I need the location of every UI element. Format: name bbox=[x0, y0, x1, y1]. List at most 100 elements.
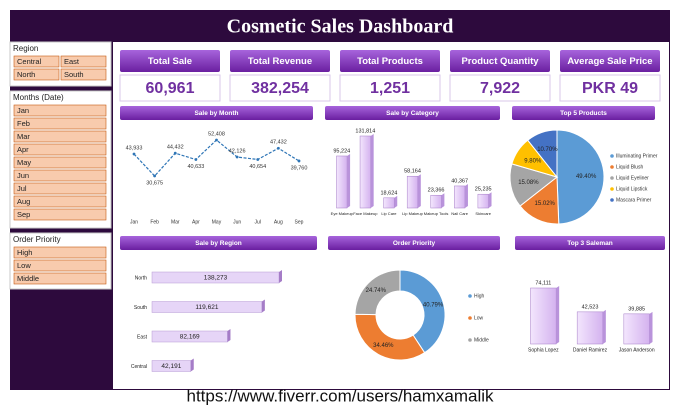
x-tick-label: Sophia Lopez bbox=[528, 347, 559, 353]
bar-side bbox=[556, 286, 560, 344]
x-tick-label: Mar bbox=[171, 219, 180, 225]
data-label: 40,654 bbox=[249, 164, 266, 170]
x-tick-label: Jan bbox=[130, 219, 138, 225]
data-label: 39,760 bbox=[291, 165, 308, 171]
chart-title: Sale by Region bbox=[195, 240, 242, 247]
slicer-item[interactable] bbox=[13, 130, 107, 143]
kpi-value: 1,251 bbox=[370, 80, 410, 97]
kpi-label: Total Sale bbox=[148, 56, 192, 67]
bar bbox=[359, 135, 371, 209]
x-tick-label: Eye Makeup bbox=[331, 211, 354, 216]
x-tick-label: Lip Makeup bbox=[402, 211, 423, 216]
slicer-item-label[interactable]: Jul bbox=[17, 184, 27, 193]
kpi-label: Total Products bbox=[357, 56, 423, 67]
slicer-item[interactable] bbox=[13, 55, 60, 68]
data-label: 49.40% bbox=[576, 174, 597, 180]
slicer-item-label[interactable]: Feb bbox=[17, 119, 30, 128]
slicer-item[interactable] bbox=[13, 195, 107, 208]
x-tick-label: Daniel Ramirez bbox=[573, 347, 608, 353]
legend-label: Low bbox=[474, 315, 484, 321]
slicer-item-label[interactable]: Mar bbox=[17, 132, 30, 141]
x-tick-label: Jun bbox=[233, 219, 241, 225]
kpi-box bbox=[559, 74, 661, 102]
kpi-box bbox=[449, 74, 551, 102]
kpi-value: 382,254 bbox=[251, 80, 309, 97]
kpi-header bbox=[340, 50, 440, 72]
slicer-item[interactable] bbox=[13, 246, 107, 259]
bar-side bbox=[370, 134, 374, 208]
slicer-item-label[interactable]: May bbox=[17, 158, 31, 167]
point bbox=[194, 158, 198, 161]
data-label: 42,523 bbox=[582, 304, 599, 310]
data-label: 9.80% bbox=[524, 158, 542, 164]
point bbox=[132, 152, 136, 156]
point bbox=[256, 158, 260, 161]
slicer-item-label[interactable]: South bbox=[64, 70, 84, 79]
legend-label: Illuminating Primer bbox=[616, 153, 658, 159]
x-tick-label: Face Makeup bbox=[353, 211, 378, 216]
slicer-item-label[interactable]: Central bbox=[17, 57, 42, 66]
legend-marker bbox=[468, 316, 472, 320]
chart-title-bar bbox=[512, 106, 655, 120]
kpi-box bbox=[229, 74, 331, 102]
kpi-label: Total Revenue bbox=[248, 56, 312, 67]
bar-side bbox=[279, 270, 282, 283]
slicer-item-label[interactable]: Apr bbox=[17, 145, 29, 154]
slice bbox=[354, 269, 401, 316]
point bbox=[297, 159, 301, 163]
kpi-value: 60,961 bbox=[146, 80, 195, 97]
slicer-item[interactable] bbox=[13, 259, 107, 272]
bar-side bbox=[190, 358, 194, 372]
data-label: 18,624 bbox=[381, 190, 398, 196]
bar bbox=[383, 197, 395, 209]
legend-label: Liquid Blush bbox=[616, 164, 643, 170]
slicer-item[interactable] bbox=[13, 143, 107, 156]
dashboard-title: Cosmetic Sales Dashboard bbox=[227, 16, 454, 38]
slicer-item-label[interactable]: Aug bbox=[17, 197, 30, 206]
slicer-item-label[interactable]: Jan bbox=[17, 106, 29, 115]
slicer-item-label[interactable]: Jun bbox=[17, 171, 29, 180]
slicer-item[interactable] bbox=[13, 208, 107, 221]
slicer-item[interactable] bbox=[13, 182, 107, 195]
y-tick-label: East bbox=[137, 334, 148, 340]
kpi-header bbox=[120, 50, 220, 72]
data-label: 40.79% bbox=[423, 303, 444, 309]
slicer-item[interactable] bbox=[13, 104, 107, 117]
slicer-item-label[interactable]: High bbox=[17, 248, 32, 257]
kpi-box bbox=[119, 74, 221, 102]
slicer-item-label[interactable]: Sep bbox=[17, 210, 30, 219]
legend-label: Liquid Eyeliner bbox=[616, 175, 649, 181]
legend-marker bbox=[468, 338, 472, 342]
bar bbox=[477, 193, 489, 209]
slicer-item-label[interactable]: Middle bbox=[17, 274, 39, 283]
slice bbox=[556, 129, 605, 225]
kpi-header bbox=[450, 50, 550, 72]
slicer-item[interactable] bbox=[13, 272, 107, 285]
data-label: 42,191 bbox=[161, 363, 181, 370]
bar bbox=[430, 194, 442, 209]
slicer-item[interactable] bbox=[13, 117, 107, 130]
data-label: 74,111 bbox=[535, 280, 551, 286]
chart-title-bar bbox=[515, 236, 665, 250]
data-label: 25,235 bbox=[475, 187, 492, 193]
slicer-item[interactable] bbox=[13, 156, 107, 169]
chart-title: Sale by Month bbox=[194, 110, 238, 117]
slicer-item-label[interactable]: North bbox=[17, 70, 35, 79]
legend-marker bbox=[610, 187, 614, 191]
bar-side bbox=[394, 195, 398, 208]
data-label: 40,367 bbox=[451, 178, 468, 184]
x-tick-label: Lip Care bbox=[381, 211, 397, 216]
slicer-item-label[interactable]: Low bbox=[17, 261, 31, 270]
x-tick-label: Sep bbox=[295, 219, 304, 225]
slicer-item[interactable] bbox=[60, 68, 107, 81]
slicer-item[interactable] bbox=[13, 169, 107, 182]
chart-title-bar bbox=[120, 106, 313, 120]
slicer-item[interactable] bbox=[13, 68, 60, 81]
legend-label: Middle bbox=[474, 337, 489, 343]
slicer-item-label[interactable]: East bbox=[64, 57, 80, 66]
x-tick-label: Skincare bbox=[475, 211, 491, 216]
slicer-item[interactable] bbox=[60, 55, 107, 68]
data-label: 10.70% bbox=[537, 147, 558, 153]
chart-title: Order Priority bbox=[393, 240, 436, 247]
slice bbox=[354, 313, 426, 361]
